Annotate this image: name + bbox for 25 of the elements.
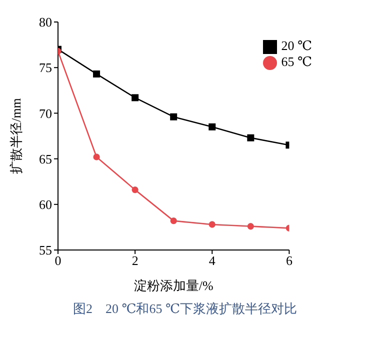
y-tick-label: 65 <box>39 151 52 166</box>
legend-label: 65 ℃ <box>281 54 312 70</box>
point <box>208 123 216 130</box>
point <box>170 218 177 224</box>
caption: 图2 20 ℃和65 ℃下浆液扩散半径对比 <box>72 300 298 318</box>
point <box>132 186 138 194</box>
point <box>247 222 254 230</box>
y-tick-label: 75 <box>39 60 52 76</box>
y-axis-title: 扩散半径/mm <box>8 98 24 174</box>
y-tick-label: 55 <box>39 242 52 258</box>
x-tick-label: 4 <box>208 253 216 268</box>
point <box>208 221 216 228</box>
point <box>93 154 100 160</box>
point <box>93 70 100 78</box>
y-tick-label: 80 <box>39 14 52 30</box>
y-tick-label: 60 <box>39 197 52 212</box>
x-tick-label: 6 <box>286 253 293 268</box>
x-tick-label: 2 <box>132 253 138 268</box>
legend-label: 20 ℃ <box>281 38 312 53</box>
y-tick-label: 70 <box>39 106 52 121</box>
point <box>170 113 178 120</box>
x-axis-title: 淀粉添加量/% <box>134 278 214 293</box>
x-tick-label: 0 <box>54 253 62 268</box>
point <box>247 134 254 142</box>
point <box>132 94 139 102</box>
